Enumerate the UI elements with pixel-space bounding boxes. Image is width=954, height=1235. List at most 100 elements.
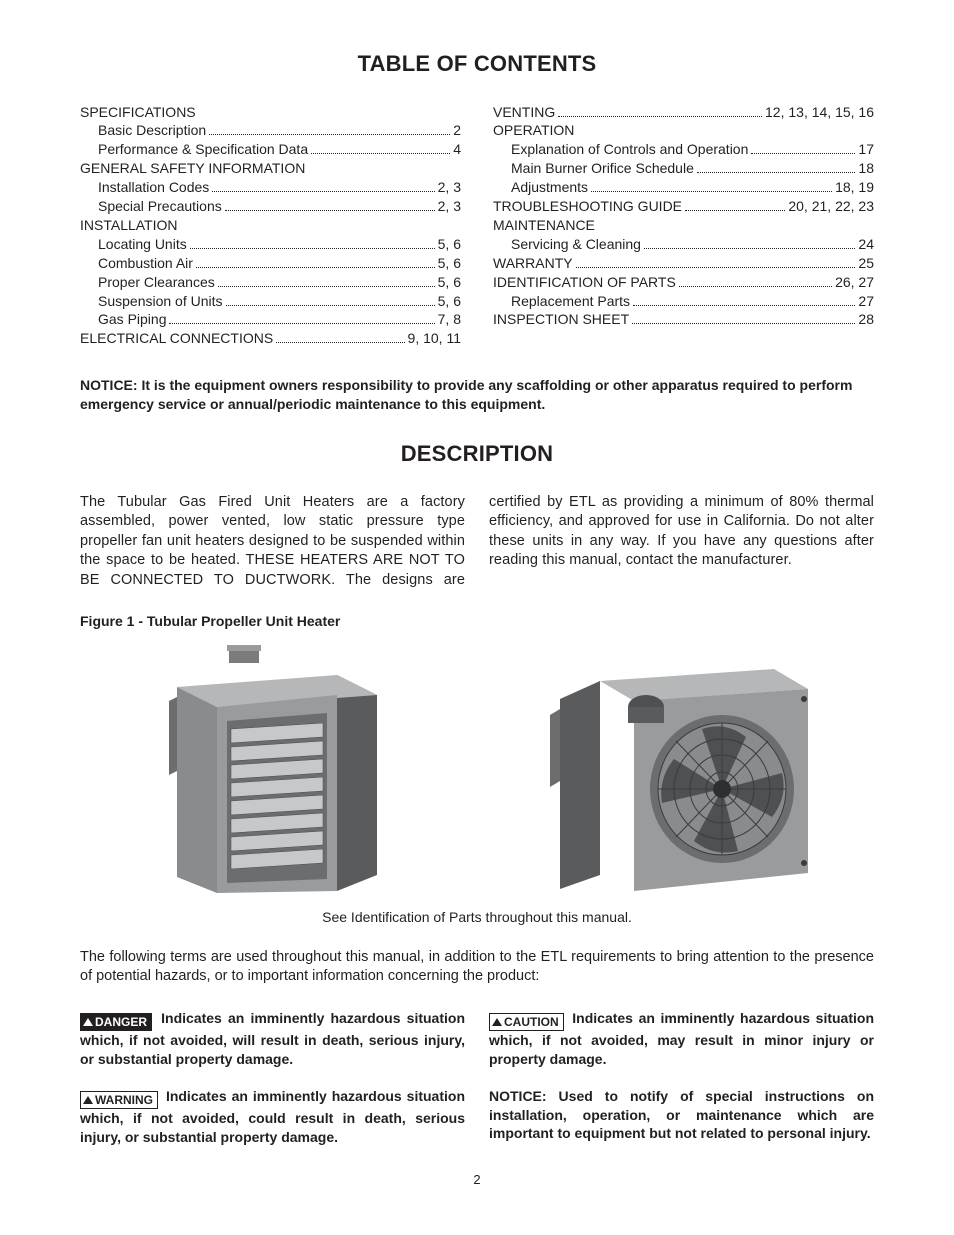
toc-entry: Combustion Air5, 6 (80, 254, 461, 273)
toc-dots (633, 305, 855, 306)
toc-entry: Main Burner Orifice Schedule18 (493, 159, 874, 178)
toc-label: IDENTIFICATION OF PARTS (493, 273, 676, 292)
toc-entry: Replacement Parts 27 (493, 292, 874, 311)
toc-label: ELECTRICAL CONNECTIONS (80, 329, 273, 348)
toc-label: INSPECTION SHEET (493, 310, 629, 329)
toc-page: 7, 8 (438, 310, 461, 329)
page-number: 2 (80, 1172, 874, 1189)
toc-dots (212, 191, 434, 192)
toc-dots (591, 191, 832, 192)
toc-entry: Explanation of Controls and Operation17 (493, 140, 874, 159)
toc-page: 28 (858, 310, 874, 329)
toc-entry: INSPECTION SHEET 28 (493, 310, 874, 329)
toc-entry: GENERAL SAFETY INFORMATION (80, 159, 461, 178)
toc-label: OPERATION (493, 121, 574, 140)
toc-entry: Locating Units 5, 6 (80, 235, 461, 254)
toc-label: VENTING (493, 103, 555, 122)
toc-label: Special Precautions (98, 197, 222, 216)
toc-page: 18, 19 (835, 178, 874, 197)
hazard-intro: The following terms are used throughout … (80, 948, 874, 987)
toc-dots (190, 248, 435, 249)
toc-dots (169, 323, 434, 324)
danger-label: DANGER (95, 1015, 147, 1029)
figure-row (80, 641, 874, 896)
warning-triangle-icon (492, 1018, 502, 1026)
toc-page: 5, 6 (438, 254, 461, 273)
toc-label: MAINTENANCE (493, 216, 595, 235)
toc-page: 2 (453, 121, 461, 140)
toc-label: Installation Codes (98, 178, 209, 197)
toc-dots (576, 267, 856, 268)
toc-label: Servicing & Cleaning (511, 235, 641, 254)
toc-entry: Performance & Specification Data4 (80, 140, 461, 159)
notice-top: NOTICE: It is the equipment owners respo… (80, 376, 874, 414)
toc-entry: MAINTENANCE (493, 216, 874, 235)
toc-page: 24 (858, 235, 874, 254)
description-title: DESCRIPTION (80, 440, 874, 469)
toc-label: SPECIFICATIONS (80, 103, 196, 122)
toc-dots (209, 134, 450, 135)
toc-dots (226, 305, 435, 306)
toc-columns: SPECIFICATIONSBasic Description2Performa… (80, 103, 874, 349)
toc-entry: Basic Description 2 (80, 121, 461, 140)
toc-page: 18 (858, 159, 874, 178)
toc-entry: Special Precautions 2, 3 (80, 197, 461, 216)
toc-page: 25 (858, 254, 874, 273)
hazard-columns: DANGER Indicates an imminently hazardous… (80, 1009, 874, 1165)
heater-front-image (129, 641, 389, 896)
toc-left-col: SPECIFICATIONSBasic Description2Performa… (80, 103, 461, 349)
toc-dots (685, 210, 785, 211)
toc-label: Locating Units (98, 235, 187, 254)
toc-page: 9, 10, 11 (408, 329, 461, 348)
hazard-left-col: DANGER Indicates an imminently hazardous… (80, 1009, 465, 1165)
warning-block: WARNING Indicates an imminently hazardou… (80, 1087, 465, 1147)
toc-label: Basic Description (98, 121, 206, 140)
figure-note: See Identification of Parts throughout t… (80, 908, 874, 926)
toc-dots (218, 286, 435, 287)
toc-entry: Adjustments 18, 19 (493, 178, 874, 197)
toc-page: 12, 13, 14, 15, 16 (765, 103, 874, 122)
toc-page: 2, 3 (438, 178, 461, 197)
toc-entry: Servicing & Cleaning 24 (493, 235, 874, 254)
warning-triangle-icon (83, 1096, 93, 1104)
toc-dots (679, 286, 832, 287)
toc-entry: SPECIFICATIONS (80, 103, 461, 122)
toc-label: INSTALLATION (80, 216, 178, 235)
toc-label: TROUBLESHOOTING GUIDE (493, 197, 682, 216)
toc-label: Suspension of Units (98, 292, 223, 311)
toc-label: Adjustments (511, 178, 588, 197)
toc-page: 20, 21, 22, 23 (788, 197, 874, 216)
toc-page: 5, 6 (438, 273, 461, 292)
toc-dots (196, 267, 435, 268)
toc-page: 26, 27 (835, 273, 874, 292)
toc-entry: OPERATION (493, 121, 874, 140)
toc-label: Gas Piping (98, 310, 166, 329)
figure-caption: Figure 1 - Tubular Propeller Unit Heater (80, 612, 874, 630)
toc-page: 2, 3 (438, 197, 461, 216)
danger-badge: DANGER (80, 1013, 152, 1031)
toc-entry: IDENTIFICATION OF PARTS 26, 27 (493, 273, 874, 292)
toc-dots (632, 323, 855, 324)
danger-block: DANGER Indicates an imminently hazardous… (80, 1009, 465, 1069)
toc-dots (311, 153, 450, 154)
toc-entry: TROUBLESHOOTING GUIDE 20, 21, 22, 23 (493, 197, 874, 216)
caution-label: CAUTION (504, 1015, 559, 1029)
toc-dots (558, 116, 762, 117)
toc-dots (276, 342, 404, 343)
hazard-right-col: CAUTION Indicates an imminently hazardou… (489, 1009, 874, 1165)
toc-dots (697, 172, 856, 173)
notice-block: NOTICE: Used to notify of special instru… (489, 1087, 874, 1144)
toc-entry: Proper Clearances5, 6 (80, 273, 461, 292)
toc-entry: INSTALLATION (80, 216, 461, 235)
toc-page: 5, 6 (438, 235, 461, 254)
toc-page: 27 (858, 292, 874, 311)
toc-label: WARRANTY (493, 254, 573, 273)
toc-entry: WARRANTY 25 (493, 254, 874, 273)
toc-label: Replacement Parts (511, 292, 630, 311)
toc-dots (751, 153, 855, 154)
toc-label: Performance & Specification Data (98, 140, 308, 159)
heater-rear-image (526, 651, 826, 896)
warning-label: WARNING (95, 1093, 153, 1107)
description-body: The Tubular Gas Fired Unit Heaters are a… (80, 493, 874, 591)
toc-entry: Suspension of Units5, 6 (80, 292, 461, 311)
